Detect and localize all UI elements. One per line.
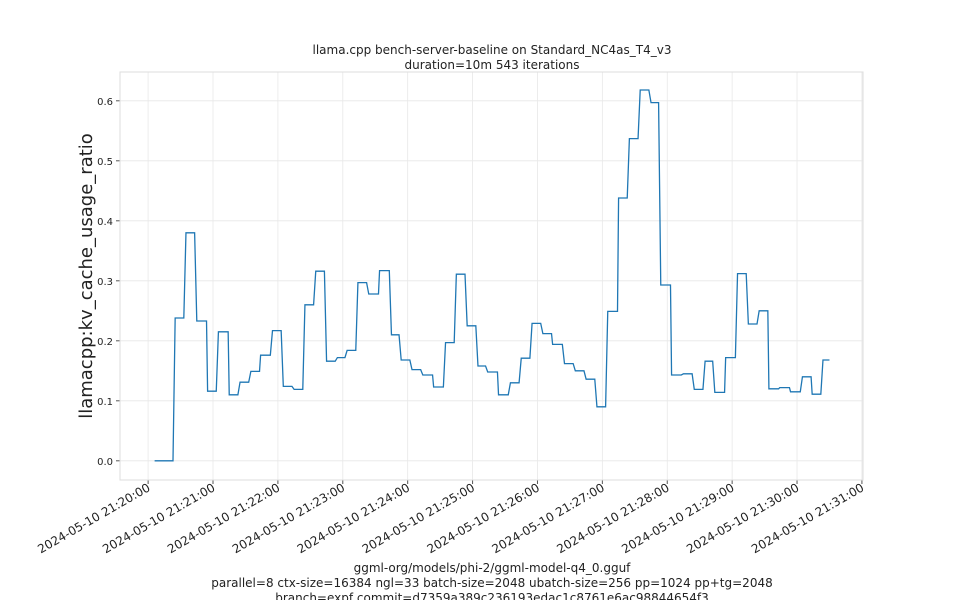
data-line bbox=[154, 89, 830, 462]
x-axis-label: branch=expf commit=d7359a389c236193edac1… bbox=[275, 591, 709, 600]
x-tick-label: 2024-05-10 21:29:00 bbox=[619, 480, 736, 556]
y-tick-label: 0.6 bbox=[97, 97, 113, 108]
x-tick-label: 2024-05-10 21:20:00 bbox=[35, 480, 152, 556]
chart-subtitle: duration=10m 543 iterations bbox=[405, 58, 580, 72]
y-tick-label: 0.5 bbox=[97, 157, 113, 168]
y-tick-label: 0.1 bbox=[97, 397, 113, 408]
x-tick-label: 2024-05-10 21:25:00 bbox=[360, 480, 477, 556]
y-axis-label: llamacpp:kv_cache_usage_ratio bbox=[76, 133, 97, 419]
y-tick-label: 0.2 bbox=[97, 337, 113, 348]
x-tick-label: 2024-05-10 21:31:00 bbox=[749, 480, 866, 556]
x-axis-label: ggml-org/models/phi-2/ggml-model-q4_0.gg… bbox=[354, 561, 632, 575]
x-tick-label: 2024-05-10 21:27:00 bbox=[489, 480, 606, 556]
x-tick-label: 2024-05-10 21:30:00 bbox=[684, 480, 801, 556]
x-tick-label: 2024-05-10 21:22:00 bbox=[165, 480, 282, 556]
x-axis-label: parallel=8 ctx-size=16384 ngl=33 batch-s… bbox=[211, 576, 772, 590]
plot-frame bbox=[119, 71, 864, 481]
y-tick-label: 0.0 bbox=[97, 457, 113, 468]
chart-title: llama.cpp bench-server-baseline on Stand… bbox=[313, 43, 672, 57]
x-tick-label: 2024-05-10 21:21:00 bbox=[100, 480, 217, 556]
y-tick-label: 0.3 bbox=[97, 277, 113, 288]
x-tick-label: 2024-05-10 21:23:00 bbox=[230, 480, 347, 556]
x-tick-label: 2024-05-10 21:24:00 bbox=[295, 480, 412, 556]
y-tick-label: 0.4 bbox=[97, 217, 113, 228]
x-tick-label: 2024-05-10 21:26:00 bbox=[425, 480, 542, 556]
x-tick-label: 2024-05-10 21:28:00 bbox=[554, 480, 671, 556]
